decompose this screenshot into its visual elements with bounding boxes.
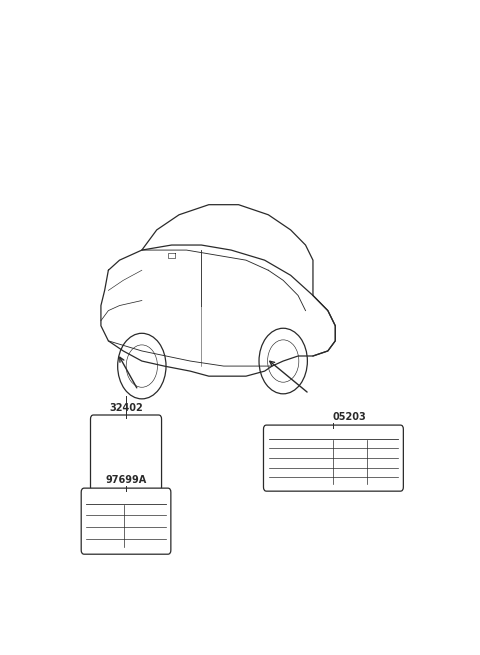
- FancyBboxPatch shape: [91, 415, 162, 491]
- FancyBboxPatch shape: [264, 425, 403, 491]
- FancyBboxPatch shape: [81, 488, 171, 554]
- Text: 32402: 32402: [109, 403, 143, 413]
- Text: 97699A: 97699A: [106, 475, 147, 485]
- Text: 05203: 05203: [333, 411, 366, 422]
